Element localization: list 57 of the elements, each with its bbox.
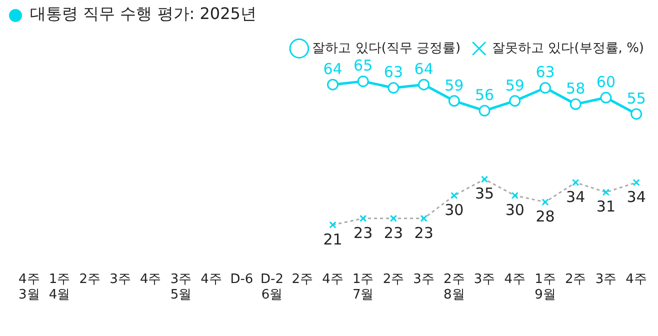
data-label: 30 (505, 200, 524, 219)
x-tick-label: 1주 7월 (352, 272, 374, 303)
data-label: 34 (566, 188, 586, 206)
x-tick-label: D-2 6월 (260, 272, 284, 303)
chart-title: 대통령 직무 수행 평가: 2025년 (30, 4, 256, 25)
data-label: 23 (384, 224, 404, 242)
data-label: 28 (536, 207, 555, 226)
data-label: 21 (323, 230, 342, 248)
data-label: 23 (354, 224, 373, 242)
point (418, 78, 430, 90)
x-tick-label: 2주 (79, 272, 101, 287)
data-label: 34 (626, 188, 646, 206)
x-tick-label: 3주 5월 (170, 272, 192, 303)
x-tick-label: 4주 (504, 272, 526, 287)
x-tick-label: 2주 (292, 272, 314, 287)
data-label: 59 (444, 76, 464, 94)
x-tick-label: 4주 3월 (18, 272, 40, 303)
legend-label: 잘하고 있다(직무 긍정률) (312, 40, 461, 56)
x-tick-label: 4주 (200, 272, 222, 287)
x-tick-label: 3주 (474, 272, 496, 287)
legend-label: 잘못하고 있다(부정률, %) (492, 40, 644, 56)
x-tick-label: 2주 (564, 272, 586, 287)
data-label: 63 (536, 63, 555, 82)
x-tick-label: 2주 (382, 272, 404, 287)
x-tick-label: 4주 (140, 272, 162, 287)
point (478, 104, 490, 116)
data-label: 56 (474, 86, 494, 104)
x-tick-label: 1주 9월 (534, 272, 556, 303)
point (540, 82, 551, 94)
data-label: 55 (626, 89, 646, 108)
x-tick-label: D-6 (230, 272, 254, 287)
point (509, 95, 521, 107)
x-tick-label: 3주 (110, 272, 131, 287)
point (388, 82, 400, 94)
data-label: 65 (354, 56, 373, 75)
x-tick-label: 4주 (322, 272, 344, 287)
data-label: 58 (566, 80, 586, 98)
x-tick-label: 1주 4월 (48, 272, 70, 303)
x-tick-label: 3주 (595, 272, 617, 287)
data-label: 31 (596, 198, 616, 216)
point (570, 98, 582, 110)
data-label: 35 (474, 184, 494, 203)
point (630, 108, 642, 120)
x-tick-label: 4주 (626, 272, 647, 287)
data-label: 30 (444, 200, 464, 219)
data-label: 23 (414, 224, 434, 242)
data-label: 64 (414, 60, 434, 78)
data-label: 60 (596, 73, 616, 92)
point (357, 76, 369, 88)
data-label: 63 (384, 63, 404, 82)
x-tick-label: 2주 8월 (444, 272, 465, 303)
data-label: 64 (323, 60, 342, 78)
point (448, 95, 460, 107)
data-label: 59 (505, 76, 524, 94)
point (600, 92, 612, 104)
x-tick-label: 3주 (413, 272, 434, 287)
point (327, 78, 338, 90)
